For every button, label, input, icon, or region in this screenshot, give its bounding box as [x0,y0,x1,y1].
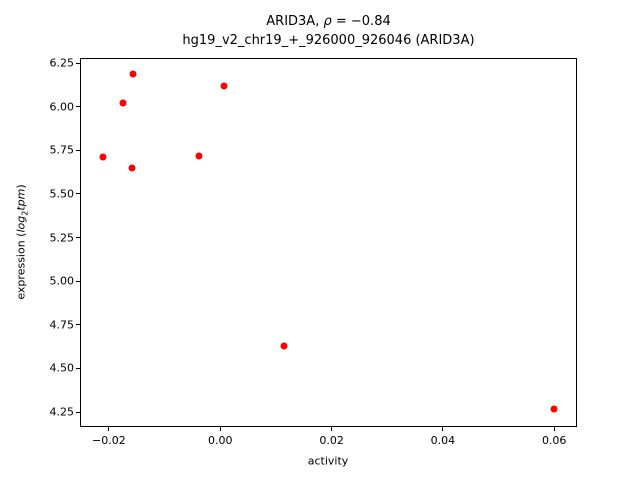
chart-title: ARID3A, ρ = −0.84 hg19_v2_chr19_+_926000… [80,12,577,50]
y-axis-label-close: ) [14,184,28,189]
scatter-point [220,82,228,90]
scatter-point [550,405,558,412]
y-tick-mark [76,62,80,64]
y-tick-label: 4.50 [49,361,75,375]
x-tick-mark [108,427,110,431]
y-tick-mark [76,411,80,413]
y-axis-label: expression (log2tpm) [14,184,29,299]
y-tick-mark [76,367,80,369]
y-tick-mark [76,324,80,326]
x-tick-label: 0.06 [541,434,567,447]
y-tick-mark [76,237,80,238]
plot-area [80,58,577,427]
y-tick-label: 5.50 [49,187,75,201]
x-tick-mark [219,427,221,431]
y-axis-label-sub: 2 [20,210,30,216]
x-tick-label: 0.02 [319,434,344,447]
y-axis-label-tpm: tpm [14,188,28,211]
y-tick-label: 4.75 [49,318,75,332]
x-axis-label: activity [307,454,349,468]
title-line-1: ARID3A, ρ = −0.84 [80,12,577,31]
x-tick-label: −0.02 [92,434,126,447]
scatter-point [128,164,136,172]
title-line-2: hg19_v2_chr19_+_926000_926046 (ARID3A) [182,33,475,48]
scatter-point [119,99,127,107]
y-axis-label-log: log [14,215,28,233]
y-tick-mark [76,193,80,195]
x-tick-mark [442,427,444,431]
y-tick-label: 6.00 [49,100,75,114]
y-tick-label: 5.25 [49,231,75,244]
x-tick-mark [553,427,555,431]
scatter-point [280,342,288,350]
title-gene: ARID3A, [266,14,324,29]
y-tick-mark [76,149,80,151]
y-tick-label: 5.75 [49,143,75,157]
scatter-point [129,70,137,77]
x-tick-label: 0.00 [208,434,233,447]
title-correlation-value: = −0.84 [331,14,391,29]
scatter-point [195,152,202,159]
y-tick-label: 6.25 [49,56,75,70]
scatter-point [99,153,107,161]
y-tick-mark [76,280,80,282]
y-tick-mark [76,106,80,108]
y-tick-label: 4.25 [49,405,75,419]
x-tick-mark [331,427,333,431]
y-tick-label: 5.00 [49,274,75,288]
x-tick-label: 0.04 [430,434,456,447]
y-axis-label-text: expression ( [14,232,28,300]
rho-symbol: ρ [323,14,332,29]
